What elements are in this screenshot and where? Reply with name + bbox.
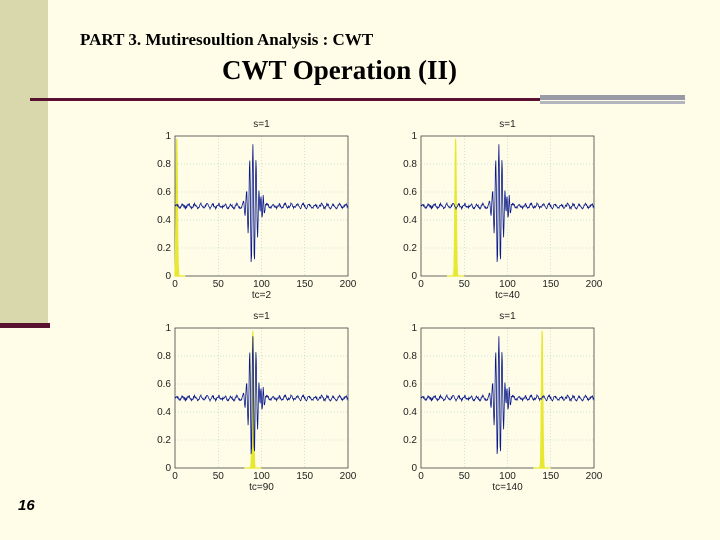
y-tick-label: 0.4 [157,407,171,418]
y-tick-label: 0.6 [157,379,171,390]
y-tick-label: 0.2 [403,243,417,254]
x-tick-label: 0 [172,471,178,482]
y-tick-label: 0.6 [157,187,171,198]
x-tick-label: 150 [296,471,313,482]
y-tick-label: 0.2 [157,435,171,446]
cwt-plot-1: 0 50 100 150 200 0 0.2 0.4 0.6 0.8 1 s=1 tc=2 [157,119,357,301]
x-tick-label: 100 [499,471,516,482]
y-tick-label: 0.6 [403,187,417,198]
sidebar-cap-line [0,323,50,328]
x-tick-label: 0 [418,471,424,482]
y-tick-label: 0.8 [157,351,171,362]
y-tick-label: 0.8 [403,351,417,362]
y-tick-label: 0 [165,463,171,474]
signal-series [174,144,349,263]
y-tick-label: 1 [411,323,417,334]
x-tick-label: 200 [340,471,357,482]
signal-series [420,144,595,263]
x-axis-label: tc=90 [249,482,274,493]
sidebar-decoration [0,0,48,325]
y-tick-label: 0.8 [403,159,417,170]
x-tick-label: 200 [586,471,603,482]
section-title: PART 3. Mutiresoultion Analysis : CWT [80,30,374,49]
x-tick-label: 50 [459,471,471,482]
slide-title: CWT Operation (II) [222,55,458,85]
y-tick-label: 0.2 [403,435,417,446]
x-tick-label: 0 [172,279,178,290]
y-tick-label: 0.8 [157,159,171,170]
plot-title: s=1 [499,119,516,130]
y-tick-label: 0.4 [403,215,417,226]
plot-title: s=1 [253,119,270,130]
y-tick-label: 1 [411,131,417,142]
x-axis-label: tc=2 [252,290,272,301]
y-tick-label: 0 [411,463,417,474]
signal-series [420,336,595,455]
y-tick-label: 0.2 [157,243,171,254]
x-tick-label: 100 [253,471,270,482]
wavelet-series [533,330,551,469]
y-tick-label: 1 [165,323,171,334]
x-tick-label: 200 [340,279,357,290]
x-tick-label: 100 [499,279,516,290]
plot-title: s=1 [253,311,270,322]
x-tick-label: 150 [542,471,559,482]
y-tick-label: 0.6 [403,379,417,390]
cwt-plot-2: 0 50 100 150 200 0 0.2 0.4 0.6 0.8 1 s=1 tc=40 [403,119,603,301]
x-tick-label: 200 [586,279,603,290]
y-tick-label: 0 [165,271,171,282]
x-tick-label: 50 [213,279,225,290]
x-tick-label: 100 [253,279,270,290]
title-divider-accent [540,95,685,100]
x-tick-label: 0 [418,279,424,290]
y-tick-label: 0.4 [157,215,171,226]
signal-series [174,336,349,455]
wavelet-series [244,330,262,469]
page-number: 16 [18,497,35,514]
wavelet-series [174,138,186,277]
y-tick-label: 1 [165,131,171,142]
x-axis-label: tc=40 [495,290,520,301]
y-tick-label: 0 [411,271,417,282]
y-tick-label: 0.4 [403,407,417,418]
x-tick-label: 50 [459,279,471,290]
cwt-plot-3: 0 50 100 150 200 0 0.2 0.4 0.6 0.8 1 s=1 tc=90 [157,311,357,493]
cwt-plot-4: 0 50 100 150 200 0 0.2 0.4 0.6 0.8 1 s=1 tc=140 [403,311,603,493]
x-axis-label: tc=140 [492,482,523,493]
title-divider [30,98,540,101]
title-divider-accent-lower [540,101,685,104]
plot-title: s=1 [499,311,516,322]
x-tick-label: 150 [296,279,313,290]
x-tick-label: 50 [213,471,225,482]
x-tick-label: 150 [542,279,559,290]
